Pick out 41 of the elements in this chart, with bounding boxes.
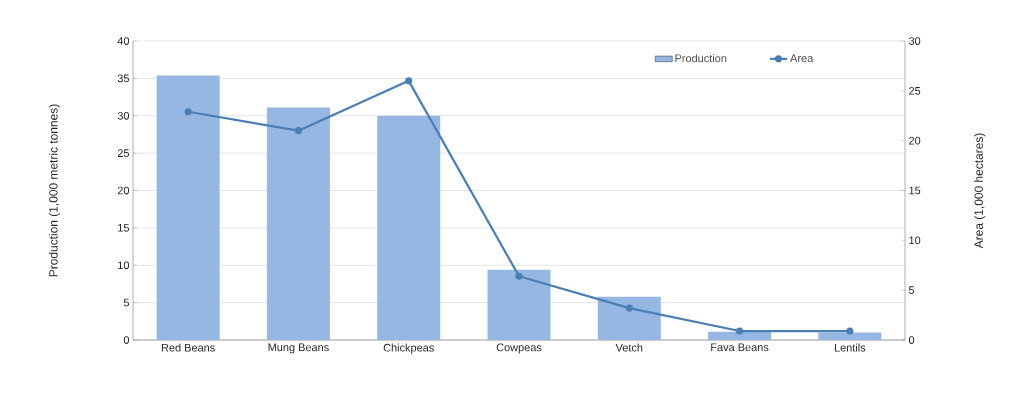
y2-tick-label: 0 [908, 336, 915, 344]
bar [818, 332, 882, 340]
y-axis-title: Production (1,000 metric tonnes) [48, 104, 60, 277]
point [294, 127, 303, 135]
y2-tick-label: 20 [909, 136, 921, 145]
bar [156, 75, 220, 340]
y-tick-label: 35 [117, 74, 130, 83]
bar [487, 269, 551, 340]
bar [597, 296, 661, 340]
point [625, 304, 633, 312]
y2-tick-label: 25 [909, 86, 921, 95]
x-tick-label: Vetch [615, 343, 643, 352]
bar [708, 331, 772, 340]
y-tick-label: 0 [123, 336, 130, 344]
legend-label: Production [675, 54, 727, 63]
y-tick-label: 40 [117, 37, 130, 45]
x-tick-label: Mung Beans [268, 343, 329, 354]
y2-tick-label: 10 [909, 236, 921, 245]
y-tick-label: 20 [117, 186, 130, 195]
x-tick-label: Cowpeas [496, 343, 542, 354]
point [735, 327, 744, 335]
bar [266, 107, 330, 340]
point [846, 327, 854, 335]
x-tick-label: Red Beans [161, 343, 215, 352]
y2-tick-label: 5 [908, 286, 915, 294]
y2-tick-label: 15 [909, 186, 921, 195]
y-tick-label: 10 [118, 261, 130, 270]
y-tick-label: 30 [117, 111, 130, 120]
legend-label: Area [790, 54, 814, 62]
y-tick-label: 15 [118, 224, 130, 232]
point [184, 108, 192, 116]
x-tick-label: Lentils [834, 343, 866, 352]
y-tick-label: 5 [123, 298, 130, 307]
y2-axis-title: Area (1,000 hectares) [974, 133, 986, 249]
point [405, 77, 413, 85]
point [515, 272, 523, 280]
bar [377, 115, 441, 340]
y-tick-label: 25 [117, 149, 130, 158]
y2-tick-label: 30 [908, 37, 921, 45]
x-tick-label: Chickpeas [383, 343, 434, 354]
x-tick-label: Fava Beans [711, 343, 769, 352]
